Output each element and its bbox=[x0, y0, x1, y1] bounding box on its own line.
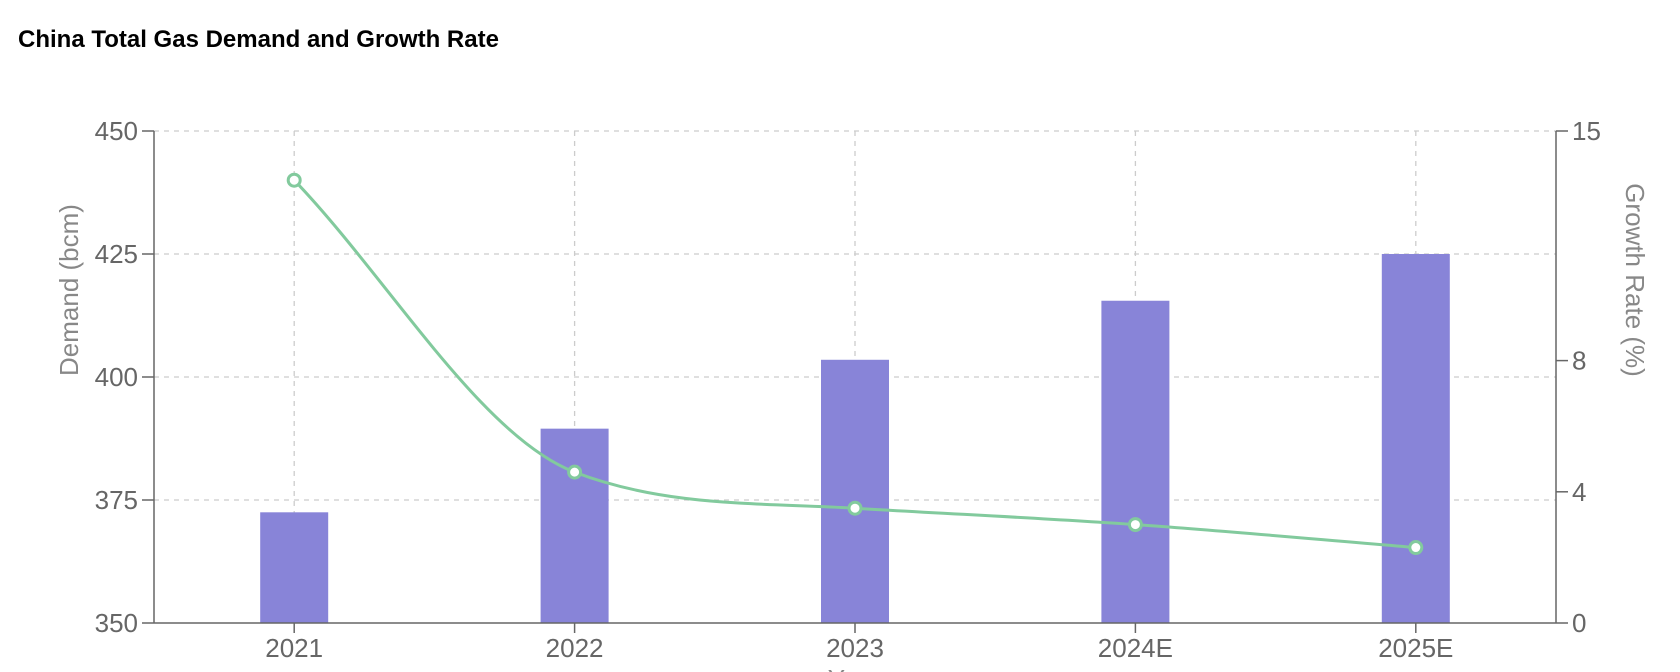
y-axis-label: Demand (bcm) bbox=[54, 204, 84, 376]
x-tick-label: 2025E bbox=[1378, 633, 1453, 663]
y-tick-label: 375 bbox=[95, 485, 138, 515]
axes bbox=[142, 130, 1568, 633]
bar bbox=[260, 512, 329, 623]
x-tick-label: 2022 bbox=[546, 633, 604, 663]
y-tick-label: 425 bbox=[95, 239, 138, 269]
chart-title: China Total Gas Demand and Growth Rate bbox=[18, 26, 499, 53]
x-tick-label: 2024E bbox=[1098, 633, 1173, 663]
y2-tick-label: 4 bbox=[1572, 477, 1586, 507]
line-point bbox=[286, 172, 302, 188]
x-tick-label: 2023 bbox=[826, 633, 884, 663]
line-point bbox=[1127, 517, 1143, 533]
line-point bbox=[1408, 540, 1424, 556]
bar-series bbox=[260, 254, 1450, 623]
y2-tick-label: 15 bbox=[1572, 116, 1601, 146]
line-point bbox=[847, 500, 863, 516]
line-point bbox=[567, 464, 583, 480]
x-tick-label: 2021 bbox=[265, 633, 323, 663]
bar bbox=[821, 359, 889, 623]
y2-axis-label: Growth Rate (%) bbox=[1620, 183, 1650, 377]
y2-tick-label: 8 bbox=[1572, 346, 1586, 376]
line-series bbox=[286, 172, 1424, 556]
x-axis-label: Year bbox=[828, 664, 881, 672]
bar bbox=[540, 428, 609, 623]
y-tick-label: 400 bbox=[95, 362, 138, 392]
y-tick-label: 350 bbox=[95, 608, 138, 638]
bar bbox=[1101, 300, 1170, 623]
y2-tick-label: 0 bbox=[1572, 608, 1586, 638]
bar bbox=[1381, 254, 1450, 623]
tick-labels: 350 375 400 425 450 0 4 8 15 2021 2022 2023 2024E 202… bbox=[95, 116, 1601, 663]
growth-rate-line bbox=[293, 179, 1416, 550]
y-tick-label: 450 bbox=[95, 116, 138, 146]
